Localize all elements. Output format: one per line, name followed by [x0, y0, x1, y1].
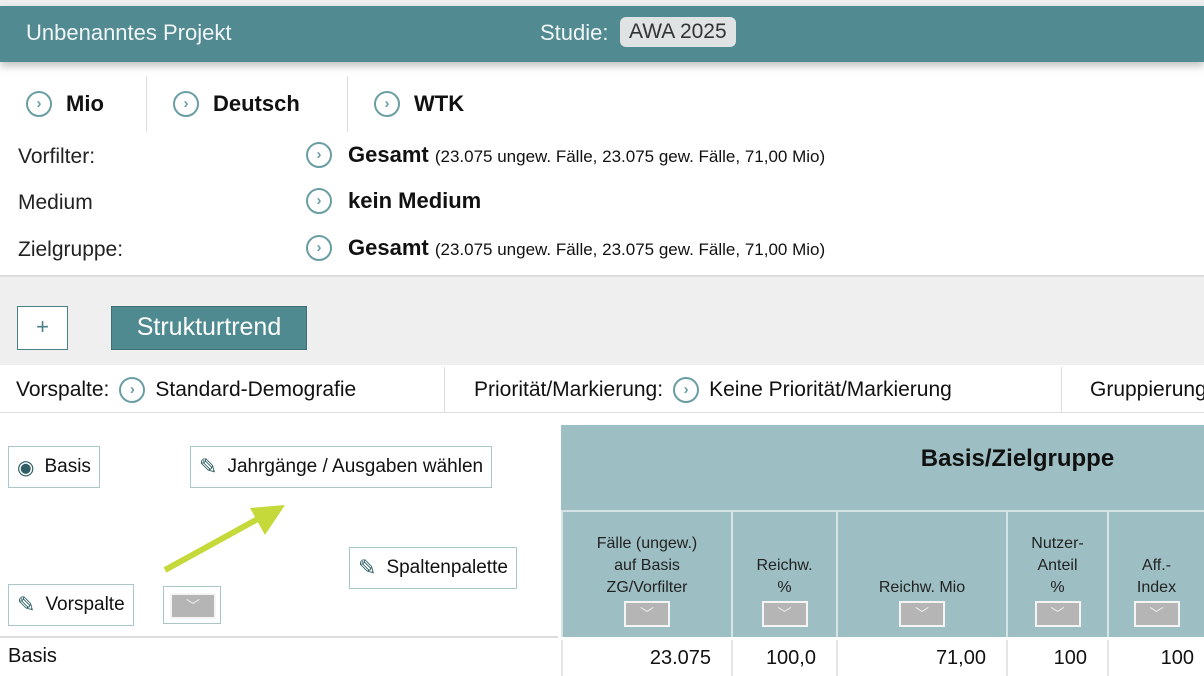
- column-title: Aff.- Index: [1136, 557, 1177, 596]
- table-cell: 100: [1006, 640, 1107, 676]
- button-label: Jahrgänge / Ausgaben wählen: [227, 456, 484, 477]
- filter-value: Gesamt: [348, 235, 429, 260]
- column-header: Aff.- Index ﹀: [1107, 512, 1204, 637]
- project-title: Unbenanntes Projekt: [26, 20, 232, 45]
- medium-value[interactable]: › kein Medium: [306, 188, 481, 214]
- setting-label: Priorität/Markierung:: [474, 378, 664, 401]
- chevron-right-icon: ›: [306, 188, 332, 214]
- column-title: Nutzer- Anteil %: [1031, 535, 1084, 596]
- tab-mio[interactable]: › Mio: [0, 76, 147, 132]
- tab-wtk[interactable]: › WTK: [348, 76, 548, 132]
- chevron-right-icon: ›: [26, 91, 52, 117]
- table-row: Basis 23.075 100,0 71,00 100 100: [0, 637, 1204, 676]
- column-title: Fälle (ungew.) auf Basis ZG/Vorfilter: [596, 535, 698, 596]
- filter-detail: (23.075 ungew. Fälle, 23.075 gew. Fälle,…: [434, 240, 826, 259]
- table-cell: 100,0: [731, 640, 836, 676]
- column-header: Fälle (ungew.) auf Basis ZG/Vorfilter ﹀: [561, 512, 731, 637]
- medium-label: Medium: [18, 191, 93, 214]
- column-title: Reichw. Mio: [878, 579, 966, 596]
- filter-detail: (23.075 ungew. Fälle, 23.075 gew. Fälle,…: [434, 147, 826, 166]
- tab-label: Mio: [66, 91, 104, 116]
- gruppierung-setting[interactable]: Gruppierung: [1090, 367, 1204, 413]
- chevron-right-icon: ›: [306, 142, 332, 168]
- chevron-down-icon[interactable]: ﹀: [1133, 601, 1180, 627]
- setting-value: Keine Priorität/Markierung: [709, 378, 952, 401]
- add-button[interactable]: +: [17, 306, 68, 350]
- basis-button[interactable]: ◉ Basis: [8, 446, 100, 488]
- chevron-down-icon: ﹀: [170, 593, 216, 619]
- setting-label: Gruppierung: [1090, 378, 1204, 401]
- chevron-right-icon: ›: [119, 377, 146, 403]
- setting-label: Vorspalte:: [16, 378, 110, 401]
- chevron-down-icon[interactable]: ﹀: [899, 601, 945, 627]
- filter-value: kein Medium: [348, 188, 482, 213]
- tab-label: Deutsch: [213, 91, 300, 116]
- strukturtrend-button[interactable]: Strukturtrend: [111, 306, 307, 350]
- table-cell: 71,00: [836, 640, 1006, 676]
- zielgruppe-value[interactable]: › Gesamt (23.075 ungew. Fälle, 23.075 gew…: [306, 235, 825, 261]
- study-badge[interactable]: AWA 2025: [620, 17, 736, 47]
- pencil-icon: ✎: [17, 592, 36, 617]
- prio-setting[interactable]: Priorität/Markierung: › Keine Priorität/Ma…: [474, 367, 1062, 413]
- chevron-right-icon: ›: [374, 91, 400, 117]
- column-header: Reichw. % ﹀: [731, 512, 836, 637]
- vorspalte-dropdown[interactable]: ﹀: [163, 586, 221, 624]
- chevron-right-icon: ›: [673, 377, 700, 403]
- jahrgaenge-button[interactable]: ✎ Jahrgänge / Ausgaben wählen: [190, 446, 493, 488]
- tab-label: WTK: [414, 91, 465, 116]
- column-header: Nutzer- Anteil % ﹀: [1006, 512, 1107, 637]
- table-header: Basis/Zielgruppe Fälle (ungew.) auf Basi…: [561, 425, 1204, 637]
- tab-deutsch[interactable]: › Deutsch: [147, 76, 348, 132]
- table-cell: 100: [1107, 640, 1204, 676]
- group-header: Basis/Zielgruppe: [920, 445, 1115, 472]
- button-label: Basis: [44, 456, 91, 477]
- app-header: Unbenanntes Projekt Studie: AWA 2025: [0, 6, 1204, 62]
- button-label: Vorspalte: [45, 594, 125, 615]
- eye-icon: ◉: [17, 456, 35, 479]
- table-cell: 23.075: [561, 640, 731, 676]
- vorspalte-setting[interactable]: Vorspalte: › Standard-Demografie: [16, 367, 445, 413]
- chevron-right-icon: ›: [306, 235, 332, 261]
- column-header: Reichw. Mio ﹀: [836, 512, 1006, 637]
- settings-row: Vorspalte: › Standard-Demografie Priorität…: [0, 367, 1204, 413]
- button-label: Spaltenpalette: [386, 557, 508, 578]
- study-label: Studie:: [540, 20, 609, 45]
- pencil-icon: ✎: [199, 454, 218, 479]
- filter-value: Gesamt: [348, 142, 429, 167]
- pencil-icon: ✎: [358, 555, 377, 580]
- vorfilter-value[interactable]: › Gesamt (23.075 ungew. Fälle, 23.075 gew…: [306, 142, 825, 168]
- zielgruppe-label: Zielgruppe:: [18, 238, 124, 261]
- spaltenpalette-button[interactable]: ✎ Spaltenpalette: [349, 547, 517, 589]
- column-title: Reichw. %: [756, 557, 813, 596]
- setting-value: Standard-Demografie: [155, 378, 357, 401]
- arrow-annotation: [163, 505, 285, 573]
- chevron-down-icon[interactable]: ﹀: [1034, 601, 1081, 627]
- vorfilter-label: Vorfilter:: [18, 145, 96, 168]
- chevron-right-icon: ›: [173, 91, 199, 117]
- chevron-down-icon[interactable]: ﹀: [761, 601, 808, 627]
- row-label: Basis: [8, 645, 57, 667]
- chevron-down-icon[interactable]: ﹀: [624, 601, 670, 627]
- vorspalte-button[interactable]: ✎ Vorspalte: [8, 584, 134, 626]
